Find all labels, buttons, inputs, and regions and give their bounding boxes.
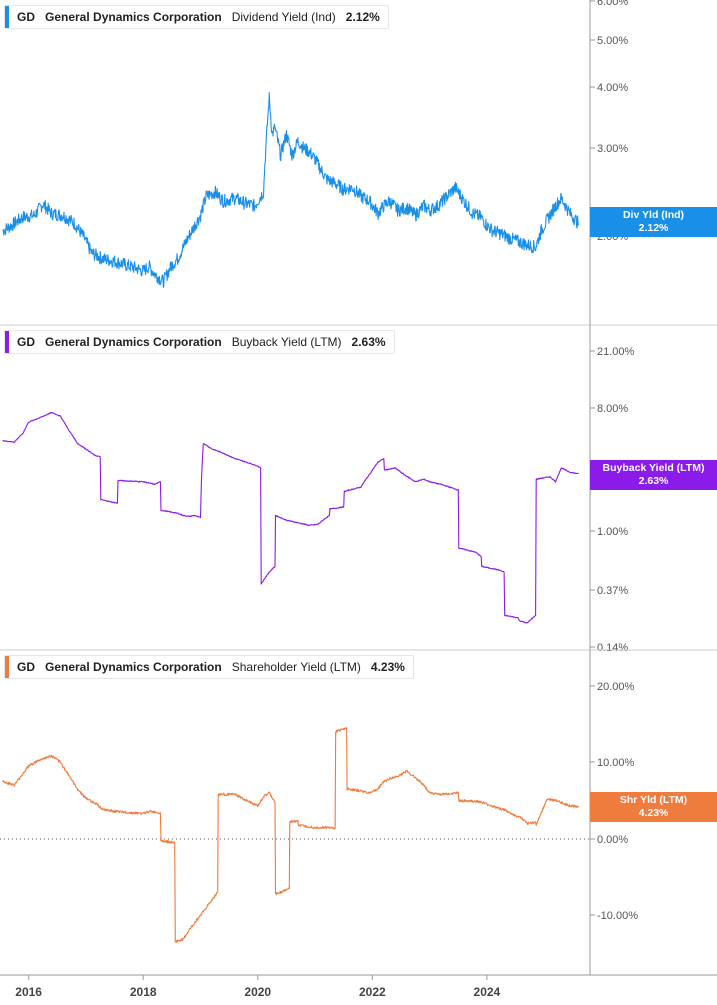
legend-value: 2.63% bbox=[351, 335, 386, 349]
legend-box: GD General Dynamics Corporation Buyback Yi… bbox=[4, 330, 395, 354]
legend-ticker: GD bbox=[17, 10, 35, 24]
x-axis: 2016 2018 2020 2022 2024 bbox=[0, 974, 717, 999]
legend-box: GD General Dynamics Corporation Dividend Y… bbox=[4, 5, 389, 29]
current-value-tag: Buyback Yield (LTM) 2.63% bbox=[590, 460, 717, 490]
tag-label: Div Yld (Ind) bbox=[622, 209, 685, 221]
x-tick-label: 2020 bbox=[244, 985, 271, 999]
tag-value: 4.23% bbox=[638, 807, 669, 819]
y-tick-label: -10.00% bbox=[597, 910, 638, 922]
legend-ticker: GD bbox=[17, 335, 35, 349]
legend-box: GD General Dynamics Corporation Shareholde… bbox=[4, 655, 414, 679]
y-tick-label: 10.00% bbox=[597, 757, 635, 769]
legend-company: General Dynamics Corporation bbox=[45, 660, 222, 674]
series-line bbox=[2, 411, 579, 624]
tag-label: Buyback Yield (LTM) bbox=[602, 462, 705, 474]
tag-value: 2.63% bbox=[638, 475, 669, 487]
y-tick-label: 0.14% bbox=[597, 642, 628, 654]
current-value-tag: Div Yld (Ind) 2.12% bbox=[590, 207, 717, 237]
panel-3: 20.00% 10.00% 0.00% -10.00% bbox=[0, 649, 717, 975]
y-tick-label: 21.00% bbox=[597, 346, 635, 358]
legend-color-bar bbox=[5, 6, 9, 28]
legend-value: 2.12% bbox=[345, 10, 380, 24]
legend-metric: Dividend Yield (Ind) bbox=[231, 10, 336, 24]
series-line bbox=[2, 727, 580, 943]
x-tick-label: 2024 bbox=[474, 985, 501, 999]
legend-metric: Buyback Yield (LTM) bbox=[231, 335, 342, 349]
y-tick-label: 1.00% bbox=[597, 526, 628, 538]
legend-color-bar bbox=[5, 331, 9, 353]
panel-1: 6.00%5.00%4.00%3.00%2.00% bbox=[2, 0, 628, 325]
series-line bbox=[2, 92, 580, 288]
y-tick-label: 8.00% bbox=[597, 403, 628, 415]
panel-2: 21.00% 8.00% 1.00% 0.37% 0.14% bbox=[0, 324, 717, 654]
x-tick-label: 2022 bbox=[359, 985, 386, 999]
legend-ticker: GD bbox=[17, 660, 35, 674]
legend-company: General Dynamics Corporation bbox=[45, 10, 222, 24]
tag-label: Shr Yld (LTM) bbox=[619, 794, 688, 806]
y-tick-label: 20.00% bbox=[597, 681, 635, 693]
current-value-tag: Shr Yld (LTM) 4.23% bbox=[590, 792, 717, 822]
x-tick-label: 2018 bbox=[130, 985, 157, 999]
legend-value: 4.23% bbox=[370, 660, 405, 674]
tag-value: 2.12% bbox=[638, 222, 669, 234]
y-tick-label: 4.00% bbox=[597, 82, 628, 94]
y-tick-label: 0.00% bbox=[597, 834, 628, 846]
y-tick-label: 5.00% bbox=[597, 35, 628, 47]
legend-company: General Dynamics Corporation bbox=[45, 335, 222, 349]
legend-metric: Shareholder Yield (LTM) bbox=[231, 660, 361, 674]
y-tick-label: 6.00% bbox=[597, 0, 628, 8]
y-tick-label: 3.00% bbox=[597, 143, 628, 155]
y-tick-label: 0.37% bbox=[597, 585, 628, 597]
legend-color-bar bbox=[5, 656, 9, 678]
x-tick-label: 2016 bbox=[15, 985, 42, 999]
